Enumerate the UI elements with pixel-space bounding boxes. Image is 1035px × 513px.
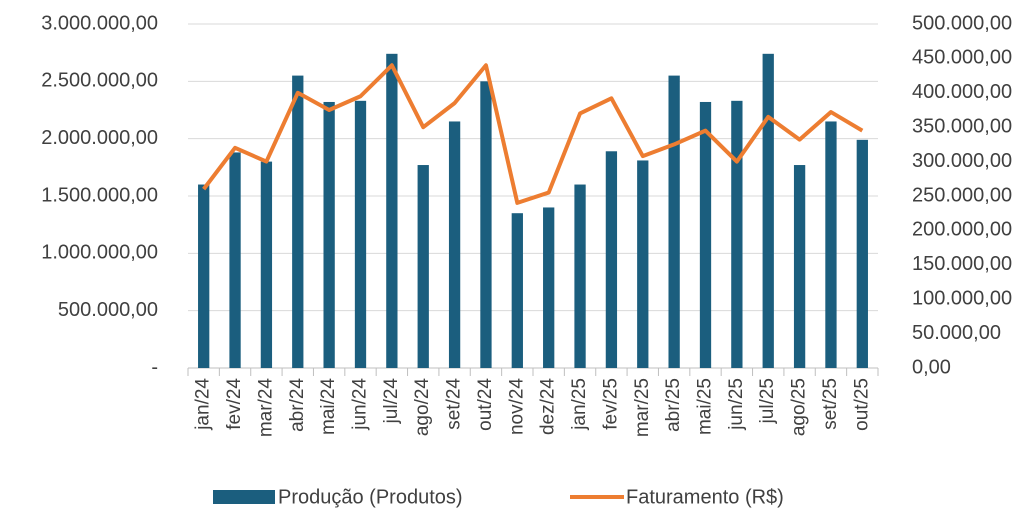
y2-tick-label: 150.000,00 — [912, 253, 1012, 275]
x-tick-label: jul/25 — [757, 378, 778, 424]
bar — [448, 121, 461, 368]
legend-swatch — [213, 490, 275, 504]
x-tick-label: jun/25 — [726, 378, 747, 431]
x-tick-label: mar/25 — [632, 378, 653, 437]
bar — [323, 101, 335, 369]
y2-tick-label: 350.000,00 — [912, 115, 1012, 137]
y2-tick-label: 200.000,00 — [912, 219, 1012, 241]
bar — [511, 213, 523, 368]
line — [202, 63, 864, 205]
y-tick-label: 3.000.000,00 — [41, 12, 158, 34]
x-tick-label: set/25 — [820, 378, 841, 430]
x-tick-label: abr/25 — [663, 378, 684, 432]
x-tick-label: jan/25 — [569, 378, 590, 431]
y2-tick-label: 250.000,00 — [912, 184, 1012, 206]
y2-tick-label: 450.000,00 — [912, 47, 1012, 69]
y-tick-label: 2.000.000,00 — [41, 127, 158, 149]
legend-label: Faturamento (R$) — [626, 486, 784, 508]
y-tick-label: - — [151, 356, 158, 378]
x-tick-label: nov/24 — [506, 378, 527, 435]
bar — [386, 53, 398, 369]
x-tick-label: out/24 — [475, 378, 496, 431]
x-tick-label: mai/25 — [695, 378, 716, 435]
y-tick-label: 500.000,00 — [58, 299, 158, 321]
bar — [480, 81, 492, 368]
x-tick-label: fev/25 — [600, 378, 621, 430]
x-tick-label: out/25 — [851, 378, 872, 431]
bar — [229, 152, 241, 368]
y2-tick-label: 0,00 — [912, 356, 951, 378]
bar — [292, 75, 304, 368]
x-tick-label: ago/25 — [789, 378, 810, 436]
y2-tick-label: 300.000,00 — [912, 150, 1012, 172]
x-tick-label: fev/24 — [224, 378, 245, 430]
x-tick-label: dez/24 — [538, 378, 559, 435]
bar — [543, 207, 555, 368]
bar — [198, 184, 210, 368]
y-tick-label: 1.000.000,00 — [41, 242, 158, 264]
bar — [731, 100, 743, 369]
x-tick-label: ago/24 — [412, 378, 433, 437]
bar — [637, 160, 649, 368]
x-tick-label: mai/24 — [318, 378, 339, 435]
x-tick-label: set/24 — [444, 378, 465, 430]
x-tick-label: jun/24 — [350, 378, 371, 431]
y2-tick-label: 50.000,00 — [912, 322, 1001, 344]
y2-tick-label: 500.000,00 — [912, 12, 1012, 34]
bar — [605, 151, 618, 368]
bar — [417, 165, 429, 368]
y-tick-label: 1.500.000,00 — [41, 184, 158, 206]
bar — [825, 121, 837, 368]
x-tick-label: mar/24 — [255, 378, 276, 438]
bar — [793, 165, 806, 368]
bar — [354, 100, 367, 369]
bar — [574, 184, 586, 368]
y2-tick-label: 100.000,00 — [912, 287, 1012, 309]
x-tick-label: jul/24 — [381, 378, 402, 425]
y-tick-label: 2.500.000,00 — [41, 70, 158, 92]
bar — [856, 139, 868, 368]
bar — [699, 101, 712, 369]
legend-label: Produção (Produtos) — [278, 486, 463, 508]
x-tick-label: abr/24 — [287, 378, 308, 432]
bar — [260, 161, 273, 368]
bar — [668, 75, 680, 368]
bar — [762, 53, 774, 369]
y2-tick-label: 400.000,00 — [912, 81, 1012, 103]
x-tick-label: jan/24 — [193, 378, 214, 431]
